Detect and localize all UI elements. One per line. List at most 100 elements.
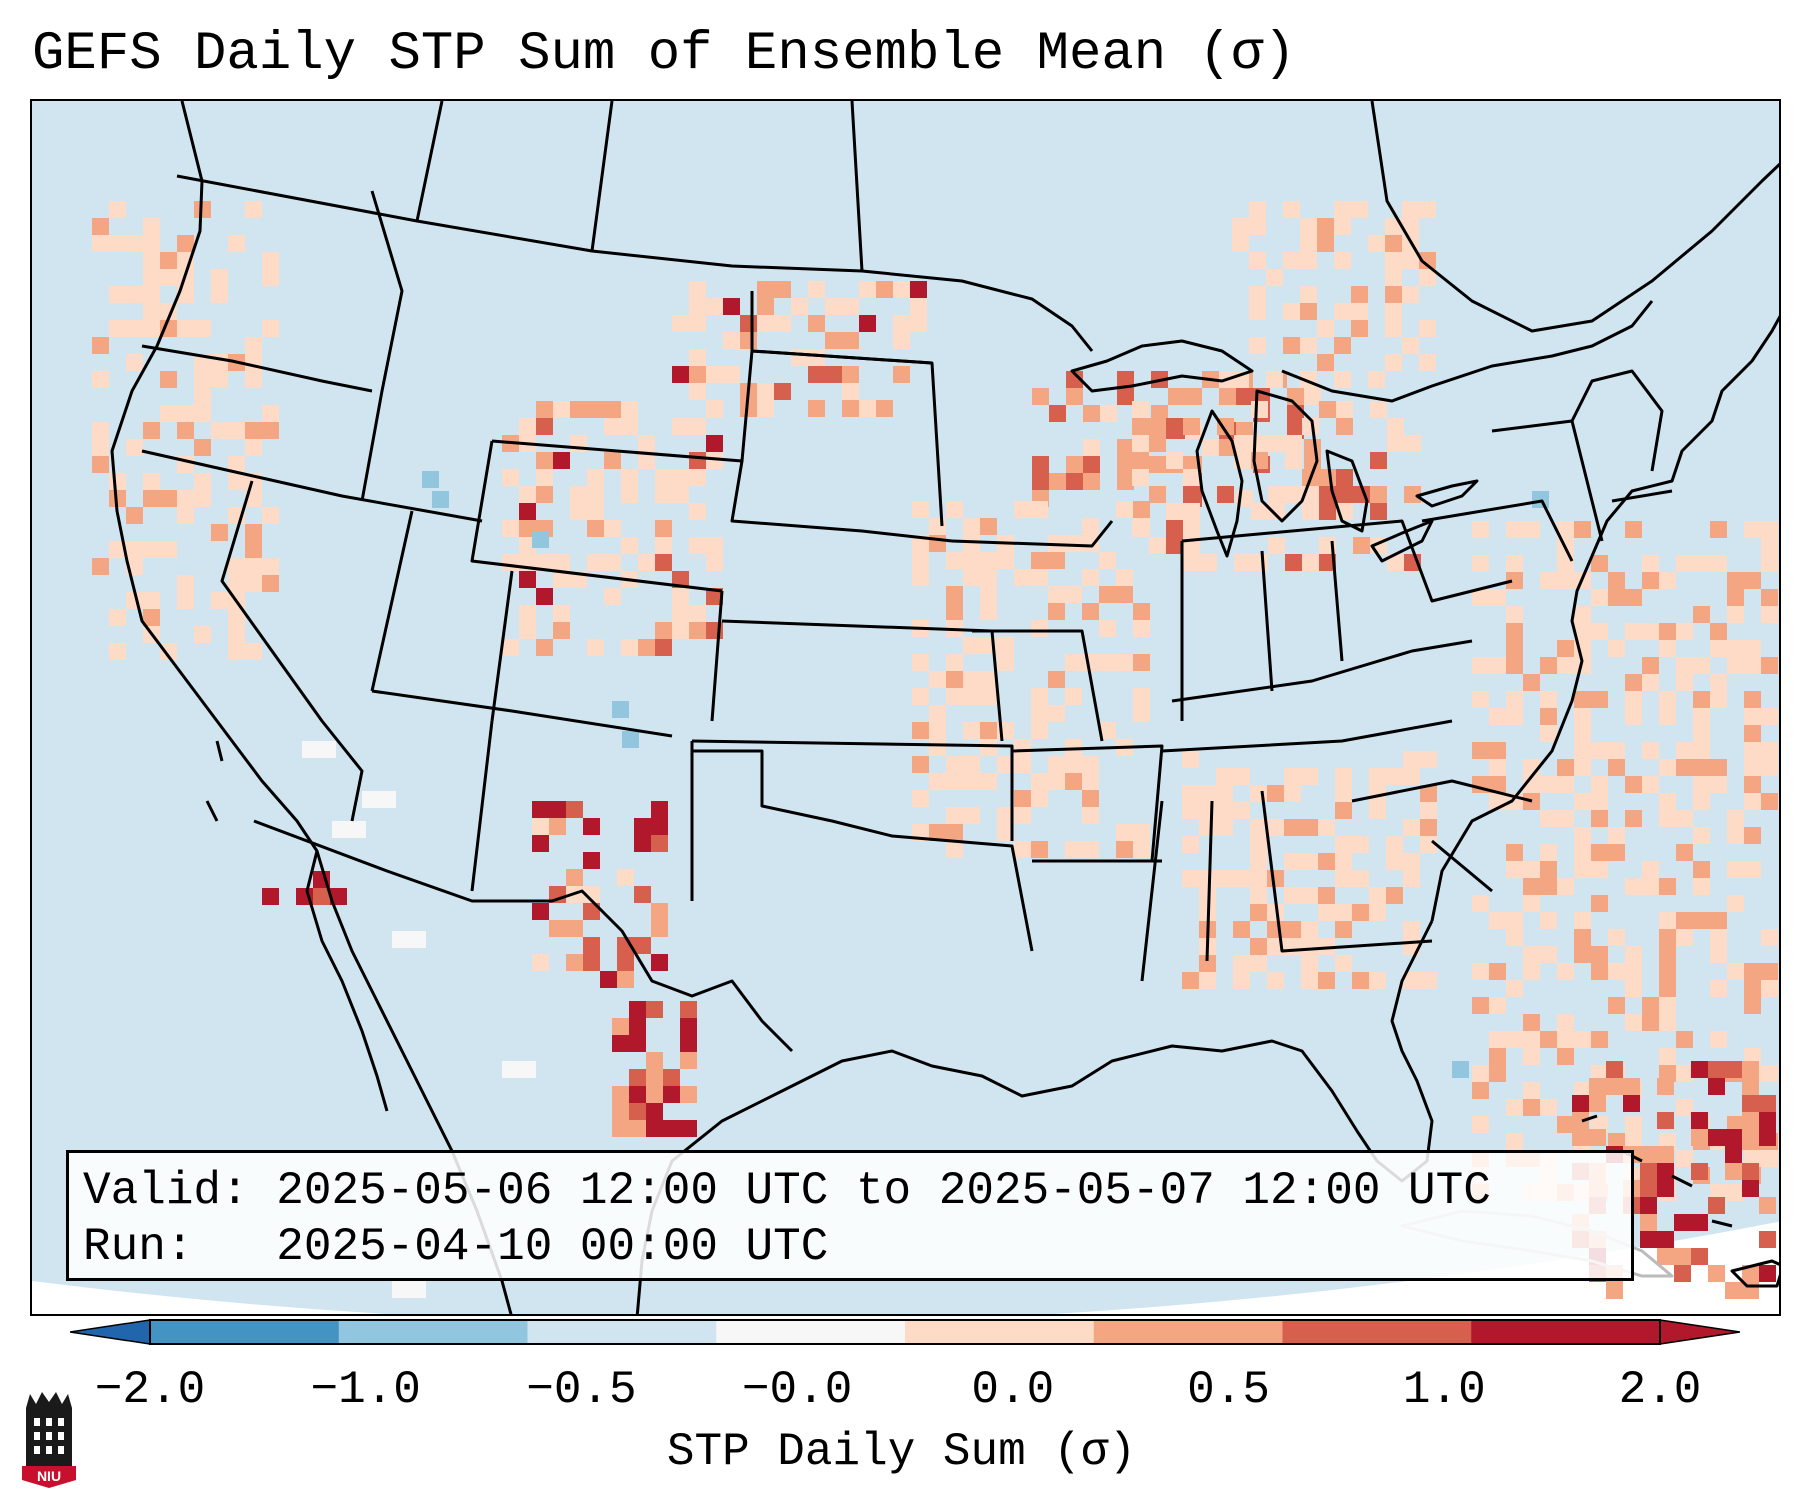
anomaly-cell — [1540, 691, 1557, 708]
anomaly-cell — [1540, 878, 1557, 895]
anomaly-cell — [245, 541, 262, 558]
anomaly-cell — [1693, 555, 1710, 572]
anomaly-cell — [1199, 802, 1216, 819]
anomaly-cell — [1268, 486, 1285, 503]
anomaly-cell — [791, 298, 808, 315]
anomaly-cell — [672, 315, 689, 332]
anomaly-cell — [622, 731, 639, 748]
anomaly-cell — [1387, 418, 1404, 435]
anomaly-cell — [1031, 705, 1048, 722]
anomaly-cell — [1744, 963, 1761, 980]
anomaly-cell — [655, 622, 672, 639]
anomaly-cell — [1640, 1197, 1657, 1214]
colorbar-segment — [1093, 1320, 1283, 1344]
niu-logo: NIU — [22, 1392, 76, 1488]
anomaly-cell — [1744, 827, 1761, 844]
anomaly-cell — [1302, 554, 1319, 571]
map-panel — [30, 99, 1781, 1316]
anomaly-cell — [1489, 1048, 1506, 1065]
anomaly-cell — [1048, 756, 1065, 773]
anomaly-cell — [245, 558, 262, 575]
anomaly-cell — [1065, 773, 1082, 790]
anomaly-cell — [1674, 1214, 1691, 1231]
anomaly-cell — [651, 954, 668, 971]
anomaly-cell — [1031, 501, 1048, 518]
anomaly-cell — [1759, 1129, 1776, 1146]
anomaly-cell — [1676, 1031, 1693, 1048]
anomaly-cell — [621, 486, 638, 503]
anomaly-cell — [1744, 793, 1761, 810]
anomaly-cell — [825, 366, 842, 383]
anomaly-cell — [536, 486, 553, 503]
anomaly-cell — [1083, 405, 1100, 422]
anomaly-cell — [1540, 946, 1557, 963]
anomaly-cell — [1249, 201, 1266, 218]
anomaly-cell — [946, 603, 963, 620]
anomaly-cell — [1472, 997, 1489, 1014]
anomaly-cell — [1133, 603, 1150, 620]
anomaly-cell — [1523, 1014, 1540, 1031]
anomaly-cell — [1761, 980, 1778, 997]
anomaly-cell — [1370, 486, 1387, 503]
anomaly-cell — [893, 332, 910, 349]
anomaly-cell — [1761, 1065, 1778, 1082]
anomaly-cell — [1234, 435, 1251, 452]
anomaly-cell — [1642, 997, 1659, 1014]
anomaly-cell — [1335, 768, 1352, 785]
anomaly-cell — [1676, 657, 1693, 674]
anomaly-cell — [1744, 1150, 1761, 1167]
anomaly-cell — [1285, 452, 1302, 469]
anomaly-cell — [228, 558, 245, 575]
anomaly-cell — [1284, 938, 1301, 955]
anomaly-cell — [1489, 776, 1506, 793]
anomaly-cell — [1506, 980, 1523, 997]
anomaly-cell — [604, 554, 621, 571]
anomaly-cell — [1300, 235, 1317, 252]
anomaly-cell — [1727, 606, 1744, 623]
anomaly-cell — [1284, 853, 1301, 870]
anomaly-cell — [1608, 929, 1625, 946]
anomaly-cell — [1727, 895, 1744, 912]
anomaly-cell — [1659, 759, 1676, 776]
anomaly-cell — [621, 401, 638, 418]
anomaly-cell — [1132, 401, 1149, 418]
anomaly-cell — [1318, 819, 1335, 836]
anomaly-cell — [1048, 671, 1065, 688]
anomaly-cell — [997, 807, 1014, 824]
anomaly-cell — [1642, 742, 1659, 759]
anomaly-cell — [859, 281, 876, 298]
anomaly-cell — [1659, 1014, 1676, 1031]
anomaly-cell — [1267, 870, 1284, 887]
anomaly-cell — [1572, 1095, 1589, 1112]
anomaly-cell — [893, 366, 910, 383]
anomaly-cell — [689, 281, 706, 298]
anomaly-cell — [723, 366, 740, 383]
anomaly-cell — [1727, 589, 1744, 606]
anomaly-cell — [1166, 418, 1183, 435]
anomaly-cell — [1014, 841, 1031, 858]
anomaly-cell — [1133, 824, 1150, 841]
anomaly-cell — [1523, 878, 1540, 895]
anomaly-cell — [519, 571, 536, 588]
anomaly-cell — [1304, 388, 1321, 405]
anomaly-cell — [1674, 1248, 1691, 1265]
anomaly-cell — [1540, 657, 1557, 674]
anomaly-cell — [1014, 501, 1031, 518]
anomaly-cell — [612, 1035, 629, 1052]
anomaly-cell — [1540, 725, 1557, 742]
anomaly-cell — [1318, 887, 1335, 904]
anomaly-cell — [1742, 1265, 1759, 1282]
anomaly-cell — [553, 452, 570, 469]
anomaly-cell — [1183, 503, 1200, 520]
anomaly-cell — [245, 643, 262, 660]
anomaly-cell — [1608, 844, 1625, 861]
anomaly-cell — [1608, 1133, 1625, 1150]
anomaly-cell — [1182, 802, 1199, 819]
anomaly-cell — [160, 490, 177, 507]
anomaly-cell — [1657, 1112, 1674, 1129]
anomaly-cell — [211, 592, 228, 609]
anomaly-cell — [553, 401, 570, 418]
anomaly-cell — [228, 626, 245, 643]
anomaly-cell — [980, 722, 997, 739]
anomaly-cell — [1506, 640, 1523, 657]
